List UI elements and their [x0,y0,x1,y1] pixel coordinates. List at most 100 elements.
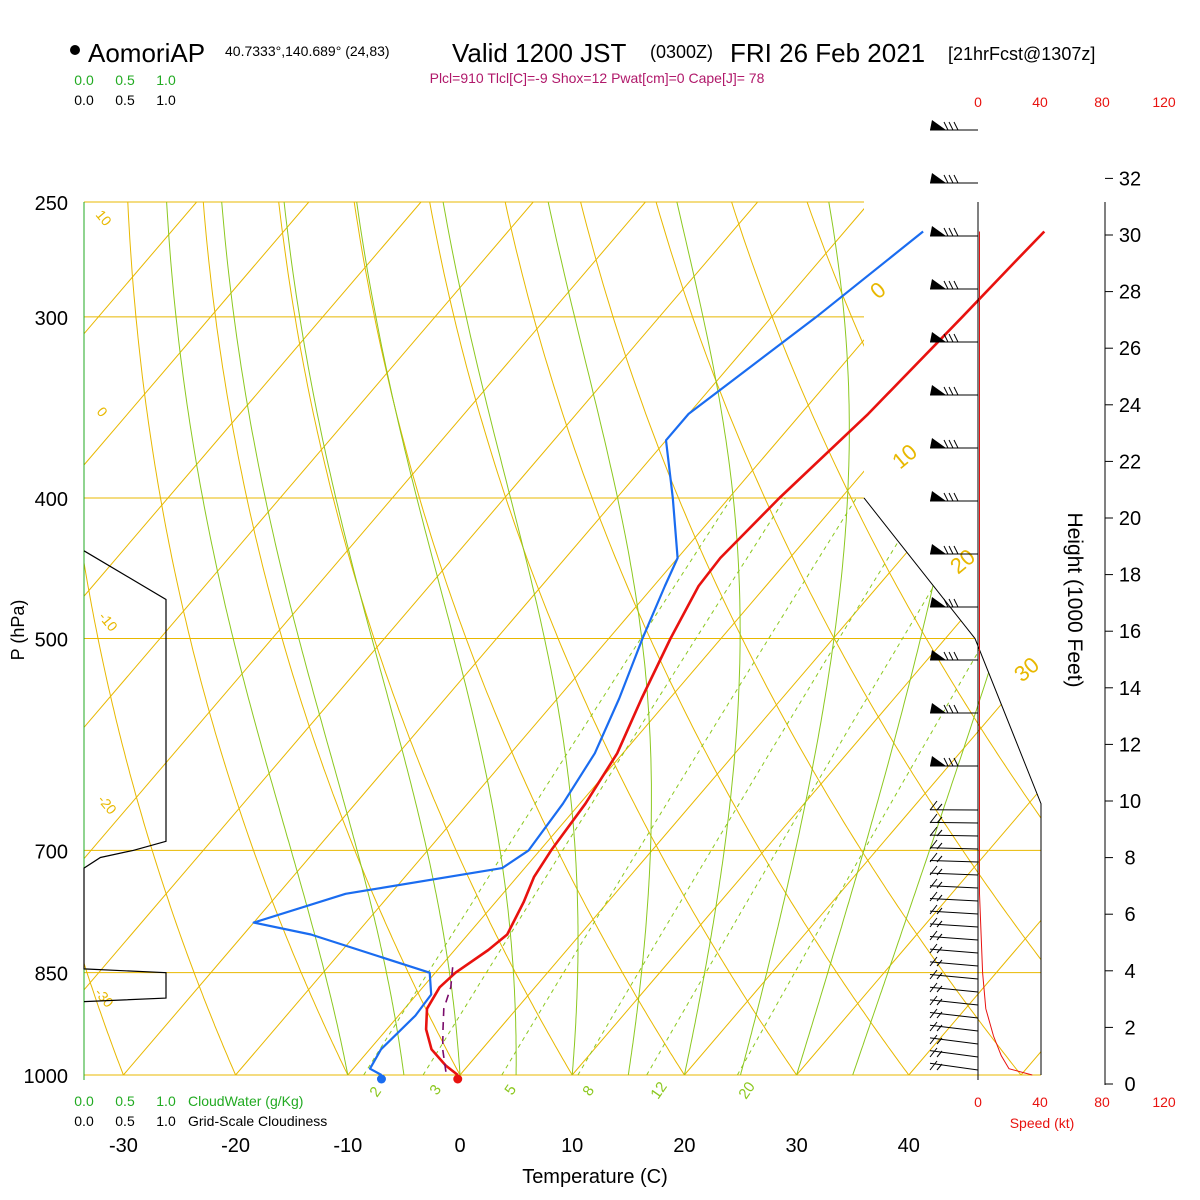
wind-flag [930,597,946,607]
wind-flag [930,491,946,501]
moist-adiabat-line [442,202,579,1076]
dry-adiabat-line [278,202,573,1076]
mixing-ratio-line [646,497,988,1076]
dry-adiabat-line [127,202,349,1076]
cloudiness-tick-bottom: 1.0 [156,1113,176,1129]
mixing-ratio-line [501,497,857,1076]
height-tick-label: 28 [1119,282,1141,304]
mixing-ratio-line [736,497,1041,1076]
thermo-lines [84,202,1200,1076]
speed-tick-bottom: 0 [974,1094,982,1110]
dry-adiabat-line [504,202,910,1076]
speed-tick-top: 0 [974,94,982,110]
mixing-ratio-label: 5 [501,1082,520,1099]
isotherm-line [123,202,871,1076]
speed-tick-top: 40 [1032,94,1048,110]
dry-adiabat-label: -10 [96,609,121,635]
cloudwater-tick-bottom: 0.0 [74,1093,94,1109]
dry-adiabat-label: 0 [94,404,111,420]
wind-barb [929,826,979,837]
height-tick-label: 6 [1124,904,1135,926]
wind-barb [930,544,978,555]
isotherm-line [84,202,422,1076]
isotherm-line [84,202,310,1076]
axes: 25030040050070085010000.00.00.50.51.01.0… [24,72,1142,1157]
wind-flag [930,332,946,342]
mixing-ratio-line [422,497,786,1076]
temperature-tick-label: 30 [785,1135,807,1157]
wind-flag [930,756,946,766]
moist-adiabat-line [283,202,461,1076]
mixing-ratio-label: 20 [735,1079,758,1102]
cloudiness-label: Grid-Scale Cloudiness [188,1113,327,1129]
wind-barb [930,120,978,131]
x-axis-label: Temperature (C) [522,1166,668,1188]
dry-adiabat-line [353,202,685,1076]
wind-barb [929,930,979,941]
mixing-ratio-label: 3 [426,1082,445,1099]
height-tick-label: 20 [1119,508,1141,530]
dry-adiabat-label: -20 [95,792,120,818]
cloudiness-line [83,550,167,1003]
cloudwater-tick-bottom: 1.0 [156,1093,176,1109]
cloudiness-tick-bottom: 0.0 [74,1113,94,1129]
pressure-tick-label: 700 [35,841,68,863]
pressure-tick-label: 300 [35,308,68,330]
wind-barb [929,813,979,824]
temperature-tick-label: 10 [561,1135,583,1157]
height-tick-label: 18 [1119,565,1141,587]
pressure-tick-label: 250 [35,193,68,215]
speed-tick-bottom: 80 [1094,1094,1110,1110]
plot-border-line [863,497,1042,1075]
wind-barb [930,703,978,714]
mixing-ratio-label: 8 [579,1083,598,1100]
pressure-tick-label: 850 [35,964,68,986]
isotherm-line [84,202,534,1076]
temperature-tick-label: -20 [221,1135,250,1157]
dry-adiabat-label: -30 [92,985,117,1011]
wind-barb [929,865,979,876]
mixing-ratio-line [363,497,732,1076]
temperature-tick-label: 20 [673,1135,695,1157]
moist-adiabat-line [852,202,1041,1076]
forecast-run: [21hrFcst@1307z] [948,44,1095,64]
height-tick-label: 12 [1119,734,1141,756]
pressure-tick-label: 1000 [24,1066,69,1088]
wind-flag [930,544,946,554]
wind-flag [930,120,946,130]
wind-barb [930,385,978,396]
mixing-ratio-label: 12 [647,1079,670,1102]
station-name: AomoriAP [88,38,205,68]
moist-adiabat-line [740,202,850,1076]
height-tick-label: 22 [1119,451,1141,473]
isotherm-label: 0 [865,277,890,304]
moist-adiabat-line [356,202,517,1075]
isotherm-line [908,202,1041,1076]
cloudwater-label: CloudWater (g/Kg) [188,1093,303,1109]
cloudiness-tick-top: 1.0 [156,92,176,108]
dry-adiabat-line [429,202,798,1076]
pressure-tick-label: 500 [35,630,68,652]
cloudwater-tick-top: 1.0 [156,72,176,88]
speed-tick-bottom: 120 [1152,1094,1176,1110]
height-tick-label: 2 [1124,1017,1135,1039]
speed-tick-top: 80 [1094,94,1110,110]
cloudiness-tick-bottom: 0.5 [115,1113,135,1129]
height-tick-label: 10 [1119,791,1141,813]
wind-barb [929,839,979,850]
wind-flag [930,173,946,183]
wind-flag [930,385,946,395]
parcel-line [441,965,454,1072]
dry-adiabat-line [84,202,124,1076]
dry-adiabat-line [1184,202,1200,1075]
isotherm-line [84,202,758,1076]
dewpoint-surface-point [376,1074,386,1084]
wind-barb [930,332,978,343]
wind-barb [929,1060,979,1071]
speed-tick-top: 120 [1152,94,1176,110]
dry-adiabat-line [84,202,237,1076]
height-tick-label: 0 [1124,1074,1135,1096]
wind-barb [929,800,979,811]
isotherm-line [235,202,983,1076]
